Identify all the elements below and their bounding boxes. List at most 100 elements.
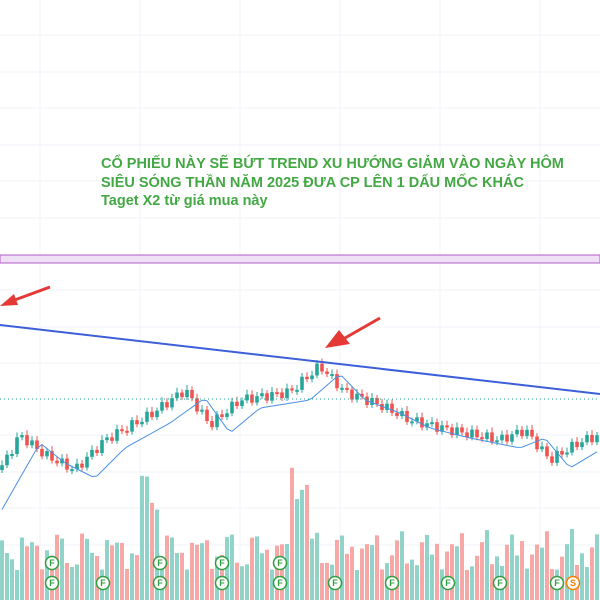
candle — [5, 454, 9, 466]
candle — [110, 437, 114, 441]
annotation-line: CỔ PHIẾU NÀY SẼ BỨT TREND XU HƯỚNG GIẢM … — [101, 154, 564, 172]
candle — [215, 414, 219, 428]
volume-bar — [535, 544, 539, 600]
candle — [380, 403, 384, 410]
volume-bar — [170, 537, 174, 600]
volume-bar — [465, 569, 469, 600]
volume-bar — [320, 563, 324, 600]
candle — [325, 371, 329, 375]
candle — [170, 398, 174, 408]
candle — [495, 440, 499, 443]
volume-bar — [360, 548, 364, 600]
candle — [470, 429, 474, 438]
candle — [105, 437, 109, 441]
arrow — [11, 285, 51, 303]
candle — [575, 441, 579, 448]
candle — [430, 422, 434, 425]
candle — [300, 376, 304, 390]
volume-bar — [245, 564, 249, 600]
event-label: F — [100, 578, 106, 588]
candle — [550, 456, 554, 463]
candle — [475, 429, 479, 438]
volume-bar — [545, 531, 549, 600]
volume-bar — [540, 547, 544, 600]
volume-bar — [190, 542, 194, 600]
candle — [520, 429, 524, 437]
volume-bar — [525, 568, 529, 600]
candle — [285, 388, 289, 399]
candle — [320, 363, 324, 372]
candle — [195, 398, 199, 412]
event-marker — [152, 555, 168, 571]
volume-bar — [335, 539, 339, 600]
candle — [505, 434, 509, 442]
volume-bar — [430, 554, 434, 600]
events: F F F FF F F F F F F F F F S — [44, 555, 581, 591]
event-label: F — [49, 578, 55, 588]
candle — [425, 423, 429, 428]
candle — [70, 469, 74, 472]
volume-bar — [200, 543, 204, 600]
candle — [260, 393, 264, 397]
event-label: F — [277, 578, 283, 588]
candle — [440, 425, 444, 432]
candle — [540, 446, 544, 450]
volume-bar — [325, 562, 329, 600]
candle — [50, 451, 54, 461]
candle — [15, 437, 19, 454]
candle — [210, 421, 214, 428]
volume-bar — [450, 544, 454, 600]
candle — [280, 392, 284, 399]
candle — [55, 460, 59, 464]
event-marker — [440, 575, 456, 591]
candle — [115, 429, 119, 441]
volume-bar — [590, 547, 594, 600]
candle — [345, 387, 349, 390]
volume-bar — [365, 544, 369, 600]
volume-bar — [380, 569, 384, 600]
volume-bar — [300, 489, 304, 600]
event-label: F — [49, 558, 55, 568]
arrow-head — [0, 294, 18, 306]
candle — [165, 402, 169, 408]
volume-bar — [435, 543, 439, 600]
candle — [590, 435, 594, 443]
candle — [135, 420, 139, 425]
volume-bar — [375, 535, 379, 600]
volume-bar — [225, 537, 229, 600]
volume-bar — [415, 565, 419, 600]
candle — [95, 449, 99, 453]
volume-bar — [25, 546, 29, 600]
candle — [175, 392, 179, 399]
candle — [270, 392, 274, 401]
volume-bar — [280, 544, 284, 600]
candle — [465, 432, 469, 438]
candle — [10, 453, 14, 456]
candle — [225, 413, 229, 417]
volume-bar — [295, 499, 299, 600]
candle — [30, 440, 34, 446]
volume-bar — [530, 554, 534, 600]
event-marker — [384, 575, 400, 591]
volume-bar — [140, 475, 144, 600]
candle — [185, 389, 189, 398]
candle — [370, 397, 374, 405]
candle — [485, 432, 489, 440]
candle — [560, 451, 564, 455]
candle — [490, 432, 494, 442]
volume-bar — [410, 559, 414, 600]
volume-bar — [580, 553, 584, 600]
candle — [75, 463, 79, 470]
volume-bar — [445, 551, 449, 600]
event-marker — [44, 575, 60, 591]
volume-bar — [485, 530, 489, 600]
volume-bar — [240, 566, 244, 600]
volume-bar — [455, 546, 459, 600]
candle — [120, 429, 124, 432]
candle — [500, 434, 504, 441]
candle — [525, 429, 529, 437]
volume-bar — [490, 564, 494, 600]
candle — [20, 435, 24, 438]
volume-bar — [265, 549, 269, 600]
